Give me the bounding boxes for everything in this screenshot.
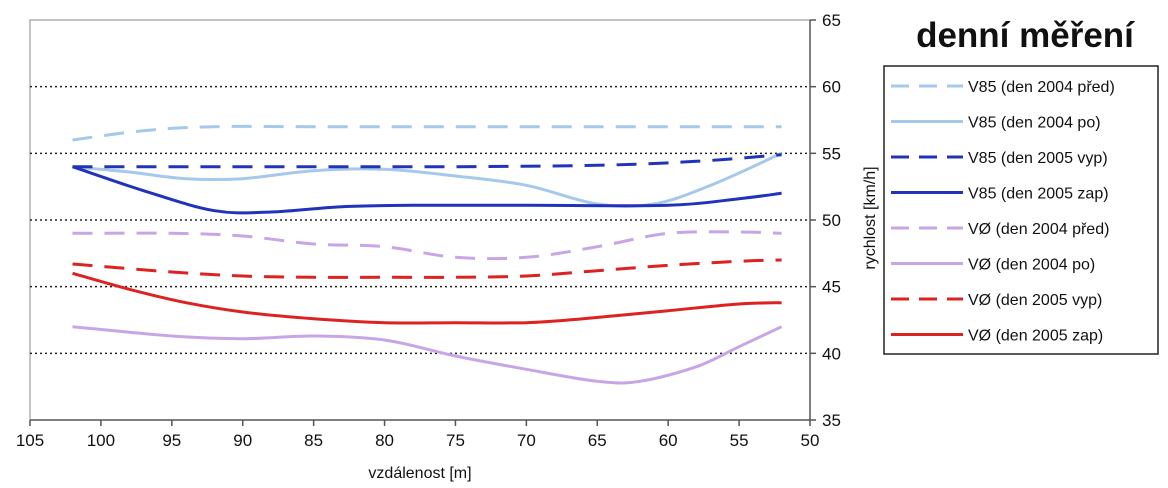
y-tick-label: 45	[822, 278, 841, 297]
series-lines	[72, 124, 783, 385]
x-tick-label: 80	[375, 431, 394, 450]
series-line	[72, 230, 782, 261]
legend: V85 (den 2004 před) V85 (den 2004 po) V85 …	[891, 79, 1115, 345]
legend-box	[883, 65, 1159, 355]
legend-label: VØ (den 2004 před)	[968, 221, 1109, 238]
chart-title: denní měření	[916, 16, 1135, 55]
x-tick-label: 50	[801, 431, 820, 450]
gridlines	[30, 85, 810, 355]
legend-label: V85 (den 2004 po)	[968, 115, 1101, 132]
legend-label: VØ (den 2005 zap)	[968, 328, 1103, 345]
y-tick-label: 65	[822, 11, 841, 30]
x-tick-label: 95	[162, 431, 181, 450]
x-axis-title: vzdálenost [m]	[368, 465, 471, 482]
legend-label: V85 (den 2005 vyp)	[968, 150, 1108, 167]
x-tick-label: 90	[233, 431, 252, 450]
x-tick-label: 85	[304, 431, 323, 450]
y-tick-label: 40	[822, 344, 841, 363]
series-line	[72, 124, 782, 142]
x-tick-label: 100	[87, 431, 115, 450]
series-line	[72, 271, 782, 325]
legend-label: V85 (den 2005 zap)	[968, 186, 1109, 203]
y-tick-label: 35	[822, 411, 841, 430]
x-tick-label: 105	[16, 431, 44, 450]
x-tick-label: 55	[730, 431, 749, 450]
x-tick-label: 75	[446, 431, 465, 450]
legend-label: VØ (den 2004 po)	[968, 257, 1095, 274]
series-line	[72, 151, 783, 208]
y-tick-label: 55	[822, 144, 841, 163]
legend-label: V85 (den 2004 před)	[968, 79, 1115, 96]
series-line	[72, 325, 783, 385]
y-axis-title: rychlost [km/h]	[862, 166, 879, 269]
series-line	[72, 165, 782, 215]
x-tick-label: 70	[517, 431, 536, 450]
series-line	[72, 258, 782, 279]
legend-label: VØ (den 2005 vyp)	[968, 292, 1102, 309]
x-tick-label: 60	[659, 431, 678, 450]
x-tick-label: 65	[588, 431, 607, 450]
y-tick-label: 50	[822, 211, 841, 230]
y-tick-label: 60	[822, 78, 841, 97]
series-line	[72, 153, 782, 169]
